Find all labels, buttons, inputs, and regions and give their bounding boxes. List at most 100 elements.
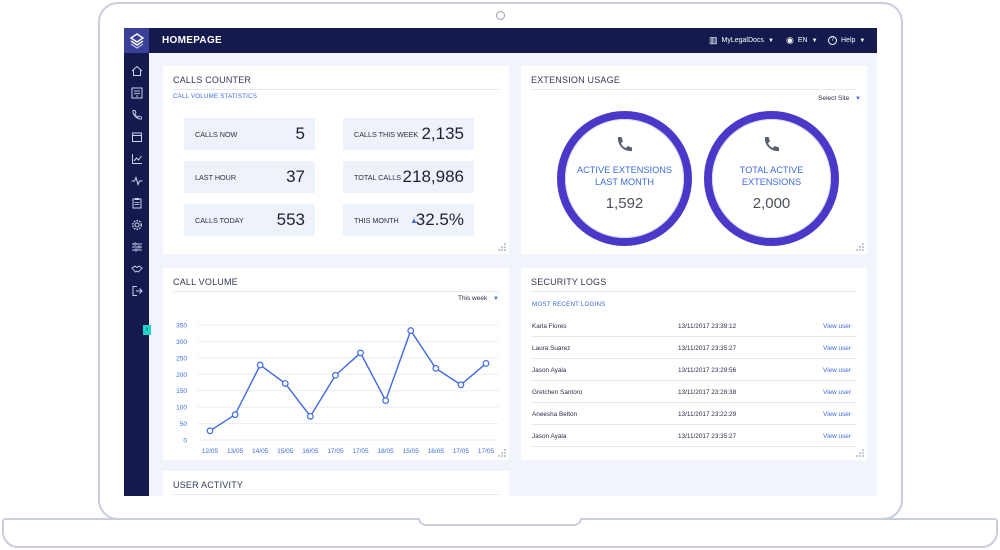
x-tick-label: 18/05 xyxy=(377,448,394,455)
user-activity-card: USER ACTIVITY xyxy=(163,471,509,496)
user-activity-title: USER ACTIVITY xyxy=(173,480,244,490)
help-menu[interactable]: ? Help ▼ xyxy=(828,28,865,53)
stat-value: 2,135 xyxy=(421,124,464,143)
stat-last-hour: LAST HOUR 37 xyxy=(184,161,315,193)
site-select[interactable]: Select Site ▼ xyxy=(818,95,861,102)
x-tick-label: 16/05 xyxy=(302,448,319,455)
table-row: Karla Flores 13/11/2017 23:39:12 View us… xyxy=(531,315,856,337)
sidebar-item-reports[interactable] xyxy=(129,151,144,166)
total-extensions-ring: TOTAL ACTIVE EXTENSIONS 2,000 xyxy=(704,111,839,246)
globe-icon: ◉ xyxy=(786,35,794,45)
stat-value: 553 xyxy=(276,210,305,229)
log-user-name: Laura Suarez xyxy=(532,345,571,352)
security-logs-title: SECURITY LOGS xyxy=(531,277,607,287)
stat-calls-today: CALLS TODAY 553 xyxy=(184,204,315,236)
sidebar-item-partners[interactable] xyxy=(129,261,144,276)
view-user-link[interactable]: View user xyxy=(823,411,851,418)
clipboard-icon xyxy=(132,197,141,208)
log-user-name: Karla Flores xyxy=(532,323,567,330)
stat-label: CALLS NOW xyxy=(195,130,238,139)
language-menu[interactable]: ◉ EN ▼ xyxy=(786,28,818,53)
x-tick-label: 14/05 xyxy=(252,448,269,455)
stat-label: THIS MONTH xyxy=(354,216,399,225)
security-logs-subtitle[interactable]: MOST RECENT LOGINS xyxy=(532,301,606,308)
resize-grip-icon[interactable] xyxy=(498,449,506,457)
divider xyxy=(531,89,857,90)
ring-value: 2,000 xyxy=(752,195,791,212)
resize-grip-icon[interactable] xyxy=(498,243,506,251)
period-select[interactable]: This week ▼ xyxy=(458,295,499,302)
data-point xyxy=(482,360,490,367)
ring-label-line1: ACTIVE EXTENSIONS xyxy=(577,165,672,175)
building-icon: ▥ xyxy=(709,35,718,45)
laptop-notch xyxy=(418,518,582,526)
stat-value: 37 xyxy=(286,167,305,186)
trend-up-icon: ▲ xyxy=(410,216,418,225)
app-logo[interactable] xyxy=(124,28,149,53)
stat-calls-this-week: CALLS THIS WEEK 2,135 xyxy=(343,118,474,150)
table-row: Laura Suarez 13/11/2017 23:35:27 View us… xyxy=(531,337,856,359)
stat-value: 32.5% xyxy=(415,210,464,229)
table-row: Jason Ayala 13/11/2017 23:35:27 View use… xyxy=(531,425,856,447)
log-timestamp: 13/11/2017 23:22:29 xyxy=(678,411,737,418)
ring-inner xyxy=(565,119,684,238)
x-tick-label: 15/05 xyxy=(403,448,420,455)
resize-grip-icon[interactable] xyxy=(856,243,864,251)
pulse-icon xyxy=(131,175,142,186)
chevron-right-icon: › xyxy=(145,326,149,333)
x-tick-label: 17/05 xyxy=(453,448,470,455)
stat-label: TOTAL CALLS xyxy=(354,173,402,182)
extension-usage-title: EXTENSION USAGE xyxy=(531,75,621,85)
stat-calls-now: CALLS NOW 5 xyxy=(184,118,315,150)
calls-counter-subtitle[interactable]: CALL VOLUME STATISTICS xyxy=(173,93,258,100)
sidebar-item-calls[interactable] xyxy=(129,107,144,122)
data-point xyxy=(407,327,415,334)
phone-icon xyxy=(617,137,632,152)
calls-counter-title: CALLS COUNTER xyxy=(173,75,252,85)
view-user-link[interactable]: View user xyxy=(823,345,851,352)
data-point xyxy=(357,349,364,357)
x-tick-label: 13/05 xyxy=(227,448,244,455)
x-tick-label: 16/05 xyxy=(428,448,445,455)
data-point xyxy=(256,361,264,369)
chevron-down-icon: ▼ xyxy=(493,296,499,302)
stat-total-calls: TOTAL CALLS 218,986 xyxy=(343,161,474,193)
x-tick-label: 17/05 xyxy=(327,448,344,455)
phone-icon xyxy=(132,109,142,119)
view-user-link[interactable]: View user xyxy=(823,323,851,330)
dialpad-icon xyxy=(131,87,142,98)
sidebar-item-dialpad[interactable] xyxy=(129,85,144,100)
call-volume-card: CALL VOLUME This week ▼ 0 50 100 150 200 250 3… xyxy=(163,268,509,460)
log-timestamp: 13/11/2017 23:35:27 xyxy=(678,345,737,352)
log-user-name: Jason Ayala xyxy=(532,367,567,374)
sidebar-item-tasks[interactable] xyxy=(129,195,144,210)
view-user-link[interactable]: View user xyxy=(823,389,851,396)
sidebar-item-settings[interactable] xyxy=(129,217,144,232)
data-point xyxy=(231,411,239,419)
sidebar-expand-toggle[interactable]: › xyxy=(143,325,151,335)
phone-icon xyxy=(764,137,779,152)
log-user-name: Gretchen Santoro xyxy=(532,389,583,396)
account-menu[interactable]: ▥ MyLegalDocs ▼ xyxy=(709,28,774,53)
sliders-icon xyxy=(131,241,142,252)
data-point xyxy=(206,427,214,435)
stat-label: CALLS TODAY xyxy=(195,216,244,225)
help-icon: ? xyxy=(828,36,837,45)
log-user-name: Aneesha Belton xyxy=(532,411,578,418)
resize-grip-icon[interactable] xyxy=(856,449,864,457)
sidebar-item-logout[interactable] xyxy=(129,283,144,298)
sidebar-item-activity[interactable] xyxy=(129,173,144,188)
app-screen: HOMEPAGE ▥ MyLegalDocs ▼ ◉ EN ▼ ? Help ▼ xyxy=(124,28,877,496)
view-user-link[interactable]: View user xyxy=(823,367,851,374)
page-title: HOMEPAGE xyxy=(162,35,222,46)
sidebar-item-home[interactable] xyxy=(129,63,144,78)
x-tick-label: 12/05 xyxy=(202,448,219,455)
sidebar-item-filters[interactable] xyxy=(129,239,144,254)
view-user-link[interactable]: View user xyxy=(823,433,851,440)
y-tick-label: 100 xyxy=(176,405,187,412)
sidebar-item-calendar[interactable] xyxy=(129,129,144,144)
log-timestamp: 13/11/2017 23:29:56 xyxy=(678,367,737,374)
series-line xyxy=(209,329,487,432)
gear-icon xyxy=(131,219,142,230)
ring-label-line2: EXTENSIONS xyxy=(741,177,802,187)
